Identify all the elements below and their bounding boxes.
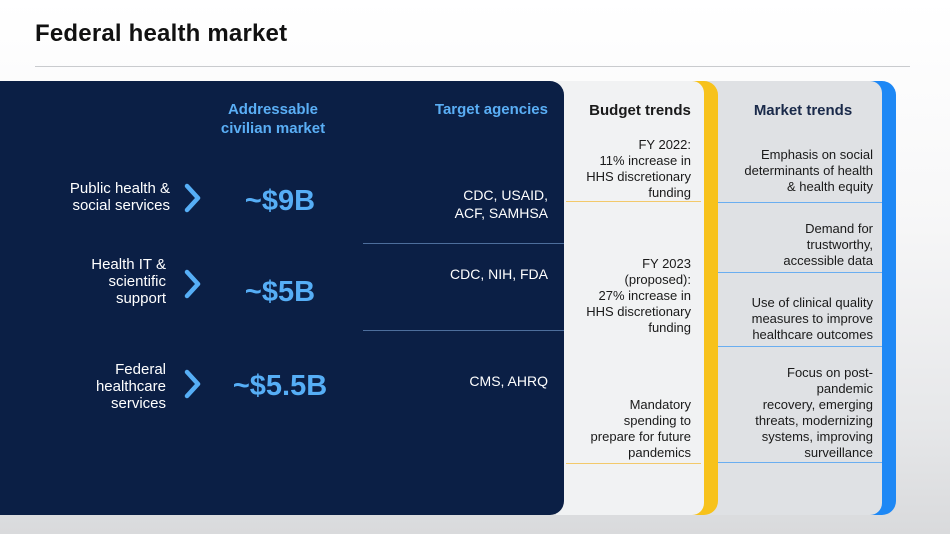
agencies-public-health: CDC, USAID, ACF, SAMHSA xyxy=(400,186,548,222)
trend-line: healthcare outcomes xyxy=(752,327,873,342)
trend-line: Focus on post- xyxy=(787,365,873,380)
row-divider xyxy=(363,243,564,244)
trend-line: pandemics xyxy=(628,445,691,460)
trend-line: HHS discretionary xyxy=(586,169,691,184)
budget-trend-mandatory: Mandatory spending to prepare for future… xyxy=(566,397,691,461)
trend-line: trustworthy, xyxy=(806,237,873,252)
trend-line: pandemic xyxy=(816,381,873,396)
title-divider xyxy=(35,66,910,67)
header-line: civilian market xyxy=(220,120,326,137)
budget-divider xyxy=(566,463,701,464)
agency-line: CDC, USAID, xyxy=(463,187,548,203)
chevron-right-icon xyxy=(184,369,201,399)
trend-line: FY 2022: xyxy=(638,137,691,152)
trend-line: Emphasis on social xyxy=(761,147,873,162)
trend-line: FY 2023 xyxy=(642,256,691,271)
trend-line: 11% increase in xyxy=(599,153,691,168)
trend-line: & health equity xyxy=(786,179,873,194)
label-line: healthcare xyxy=(95,378,166,395)
market-trend-data: Demand for trustworthy, accessible data xyxy=(720,221,873,269)
agency-line: ACF, SAMHSA xyxy=(454,205,548,221)
segment-label-health-it: Health IT & scientific support xyxy=(20,256,166,307)
label-line: support xyxy=(115,290,166,307)
budget-trend-fy2022: FY 2022: 11% increase in HHS discretiona… xyxy=(566,137,691,201)
trend-line: funding xyxy=(648,185,691,200)
trend-line: threats, modernizing xyxy=(755,413,873,428)
chevron-right-icon xyxy=(184,269,201,299)
market-trend-clinical-quality: Use of clinical quality measures to impr… xyxy=(720,295,873,343)
header-market-trends: Market trends xyxy=(753,102,853,119)
trend-line: accessible data xyxy=(783,253,873,268)
segment-label-public-health: Public health & social services xyxy=(20,180,170,214)
agency-line: CDC, NIH, FDA xyxy=(450,266,548,282)
trend-line: measures to improve xyxy=(751,311,873,326)
market-divider xyxy=(718,202,882,203)
market-value-public-health: ~$9B xyxy=(244,185,316,217)
trend-line: surveillance xyxy=(804,445,873,460)
segment-label-federal-healthcare: Federal healthcare services xyxy=(20,361,166,412)
market-divider xyxy=(718,462,882,463)
trend-line: HHS discretionary xyxy=(586,304,691,319)
market-divider xyxy=(718,272,882,273)
budget-divider xyxy=(566,201,701,202)
agencies-health-it: CDC, NIH, FDA xyxy=(400,265,548,283)
trend-line: Use of clinical quality xyxy=(751,295,873,310)
trend-line: prepare for future xyxy=(590,429,691,444)
row-divider xyxy=(363,330,564,331)
trend-line: (proposed): xyxy=(624,272,691,287)
market-trend-post-pandemic: Focus on post- pandemic recovery, emergi… xyxy=(720,365,873,461)
market-divider xyxy=(718,346,882,347)
slide-title: Federal health market xyxy=(35,20,288,47)
trend-line: systems, improving xyxy=(761,429,873,444)
header-line: Addressable xyxy=(227,101,319,118)
trend-line: Mandatory xyxy=(629,397,691,412)
label-line: services xyxy=(110,395,166,412)
trend-line: 27% increase in xyxy=(598,288,692,303)
header-budget-trends: Budget trends xyxy=(589,102,691,119)
market-trend-social-determinants: Emphasis on social determinants of healt… xyxy=(720,147,873,195)
market-value-federal-healthcare: ~$5.5B xyxy=(232,370,328,402)
agencies-federal-healthcare: CMS, AHRQ xyxy=(400,372,548,390)
budget-trend-fy2023: FY 2023 (proposed): 27% increase in HHS … xyxy=(566,256,691,336)
header-target-agencies: Target agencies xyxy=(434,101,548,118)
segments-panel xyxy=(0,81,564,515)
market-trends-card xyxy=(700,81,882,515)
trend-line: Demand for xyxy=(805,221,873,236)
label-line: Public health & xyxy=(69,180,170,197)
agency-line: CMS, AHRQ xyxy=(469,373,548,389)
budget-trends-card xyxy=(556,81,704,515)
label-line: Federal xyxy=(115,361,166,378)
label-line: social services xyxy=(72,197,170,214)
market-value-health-it: ~$5B xyxy=(244,276,316,308)
trend-line: funding xyxy=(648,320,691,335)
trend-line: determinants of health xyxy=(744,163,873,178)
label-line: scientific xyxy=(108,273,166,290)
trend-line: recovery, emerging xyxy=(762,397,873,412)
label-line: Health IT & xyxy=(91,256,166,273)
chevron-right-icon xyxy=(184,183,201,213)
header-addressable-market: Addressable civilian market xyxy=(200,100,346,138)
trend-line: spending to xyxy=(623,413,691,428)
